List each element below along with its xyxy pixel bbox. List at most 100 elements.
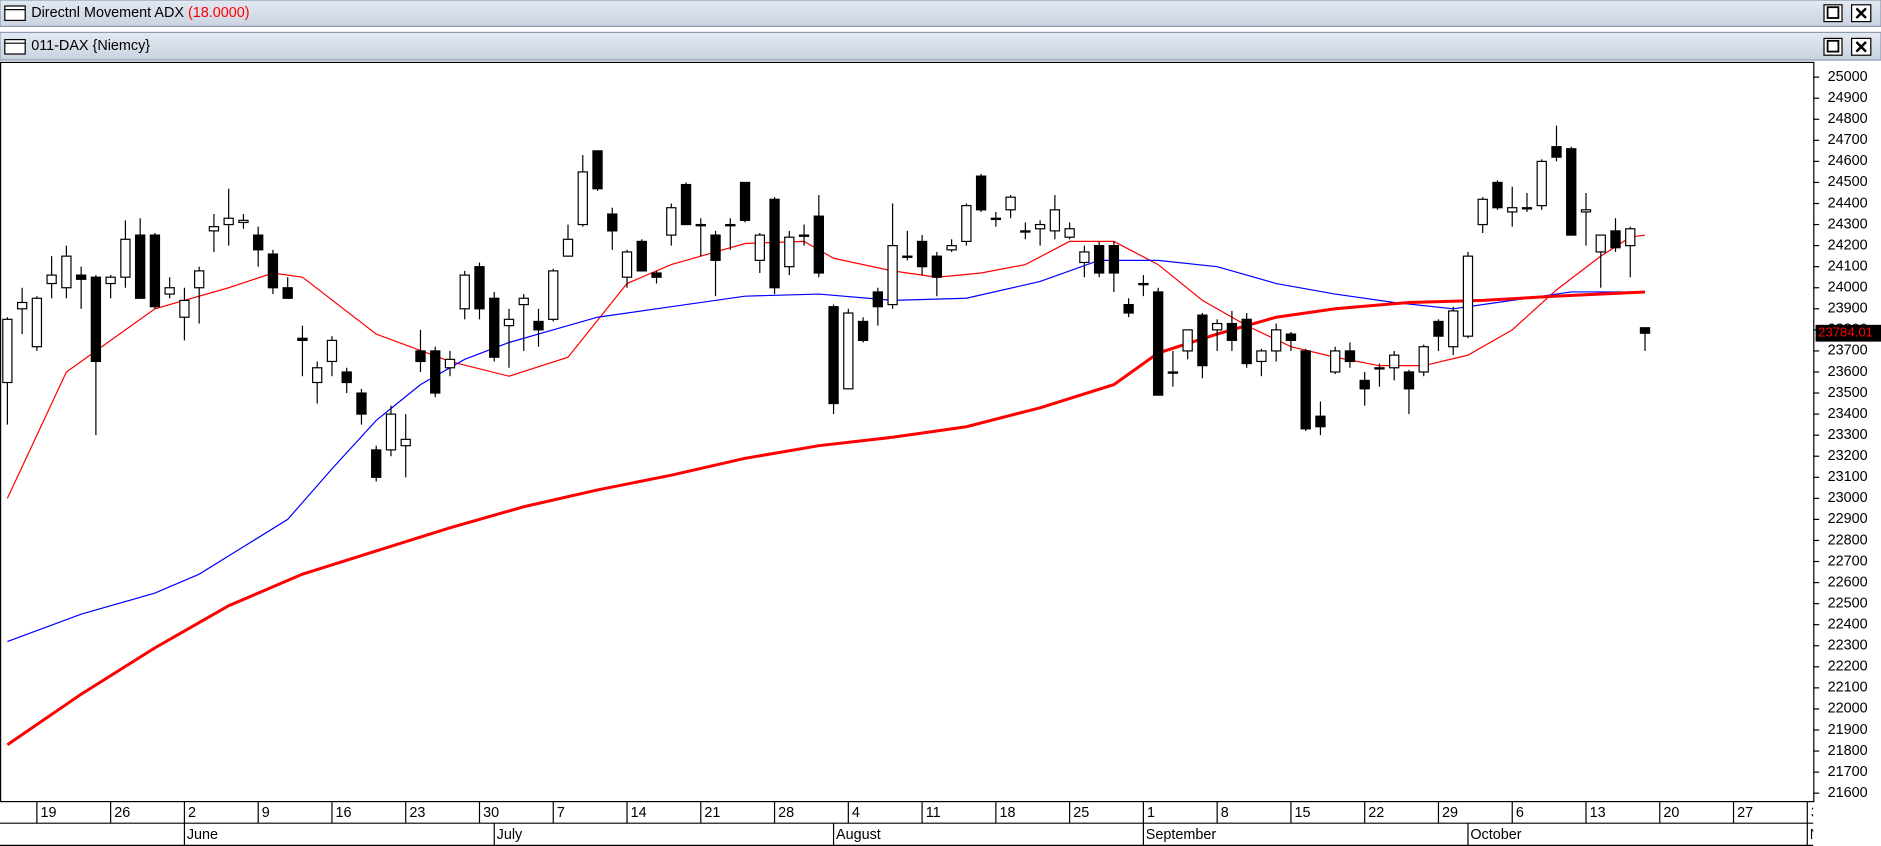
candle-body — [75, 274, 87, 280]
candle-body — [666, 207, 677, 236]
candle-body — [1020, 230, 1031, 233]
candle-body — [489, 297, 500, 358]
y-tick-label: 23100 — [1828, 469, 1868, 485]
candle-body — [1418, 346, 1429, 373]
y-tick-label: 23700 — [1828, 343, 1868, 359]
x-tick-label: 23 — [409, 805, 425, 821]
candle-body — [223, 217, 234, 226]
candle-body — [1197, 314, 1208, 367]
candle-body — [1403, 371, 1415, 390]
candle-body — [887, 245, 898, 306]
candle-body — [341, 371, 352, 384]
candle-body — [46, 274, 57, 285]
month-label: July — [497, 827, 523, 843]
candle-body — [1285, 333, 1297, 341]
candle-body — [990, 217, 1002, 221]
candle-body — [1167, 371, 1179, 374]
x-tick-label: 3 — [1811, 805, 1819, 821]
candle-body — [1093, 245, 1105, 274]
candle-body — [843, 312, 854, 390]
window-param: (18.0000) — [188, 5, 250, 21]
candle-body — [946, 245, 957, 251]
y-tick-label: 24200 — [1828, 237, 1868, 253]
candle-body — [548, 270, 559, 320]
candle-body — [1389, 354, 1400, 369]
candle-body — [430, 350, 441, 394]
candle-body — [784, 236, 795, 268]
candle-body — [1315, 415, 1326, 428]
moving-average — [7, 259, 1646, 643]
candle-body — [1551, 146, 1562, 158]
candle-body — [577, 171, 588, 226]
candle-body — [459, 274, 470, 310]
candle-body — [1241, 318, 1252, 365]
y-tick-label: 24000 — [1828, 280, 1868, 296]
candle-body — [297, 337, 308, 341]
candle-body — [1566, 148, 1577, 236]
candle-body — [1521, 207, 1533, 210]
candle-body — [474, 266, 485, 310]
candle-body — [710, 234, 721, 261]
candle-body — [356, 392, 367, 415]
candle-body — [134, 234, 146, 299]
candle-body — [61, 255, 72, 289]
candle-body — [769, 198, 780, 289]
y-tick-label: 24400 — [1828, 195, 1868, 211]
y-tick-label: 22100 — [1828, 680, 1868, 696]
y-tick-label: 21900 — [1828, 722, 1868, 738]
candle-body — [208, 226, 220, 232]
candle-body — [828, 306, 839, 405]
candle-body — [872, 291, 884, 308]
candle-body — [961, 205, 972, 243]
candle-body — [1034, 223, 1046, 230]
y-tick-label: 24800 — [1828, 111, 1868, 127]
month-label: June — [187, 827, 218, 843]
y-tick-label: 22500 — [1828, 595, 1868, 611]
window-icon — [4, 5, 26, 21]
candle-body — [1639, 327, 1651, 334]
y-tick-label: 22600 — [1828, 574, 1868, 590]
x-tick-label: 27 — [1737, 805, 1753, 821]
y-tick-label: 24300 — [1828, 216, 1868, 232]
candle-body — [1226, 322, 1238, 341]
close-icon — [1855, 7, 1867, 19]
candle-body — [1256, 350, 1267, 363]
title-bar — [0, 31, 1881, 61]
candle-body — [857, 320, 869, 341]
y-tick-label: 21700 — [1828, 764, 1868, 780]
y-tick-label: 23600 — [1828, 364, 1868, 380]
candle-body — [120, 238, 131, 278]
candle-body — [193, 270, 205, 289]
x-tick-label: 1 — [1147, 805, 1155, 821]
x-tick-label: 4 — [852, 805, 860, 821]
y-tick-label: 25000 — [1828, 69, 1868, 85]
month-label: November — [1810, 827, 1877, 843]
x-tick-label: 21 — [704, 805, 720, 821]
candle-body — [31, 297, 43, 348]
window-title: Directnl Movement ADX (18.0000) — [31, 5, 249, 21]
candle-body — [179, 299, 190, 318]
candle-body — [1433, 320, 1444, 337]
candle-body — [1359, 379, 1370, 390]
candle-body — [1580, 209, 1592, 213]
x-tick-label: 29 — [1442, 805, 1458, 821]
candle-body — [1108, 245, 1120, 274]
last-price-box — [1815, 324, 1881, 342]
candle-body — [149, 234, 161, 308]
x-tick-label: 14 — [631, 805, 647, 821]
candle-body — [1595, 234, 1606, 253]
x-tick-label: 9 — [262, 805, 270, 821]
x-tick-label: 19 — [40, 805, 56, 821]
y-tick-label: 21600 — [1828, 785, 1868, 801]
y-tick-label: 23900 — [1828, 301, 1868, 317]
month-label: August — [836, 827, 881, 843]
candle-body — [1492, 181, 1503, 209]
x-tick-label: 22 — [1368, 805, 1384, 821]
y-tick-label: 24700 — [1828, 132, 1868, 148]
candle-body — [1536, 160, 1547, 207]
y-tick-label: 21800 — [1828, 743, 1868, 759]
candle-body — [444, 358, 456, 369]
y-tick-label: 22000 — [1828, 701, 1868, 717]
candle-body — [400, 438, 411, 447]
